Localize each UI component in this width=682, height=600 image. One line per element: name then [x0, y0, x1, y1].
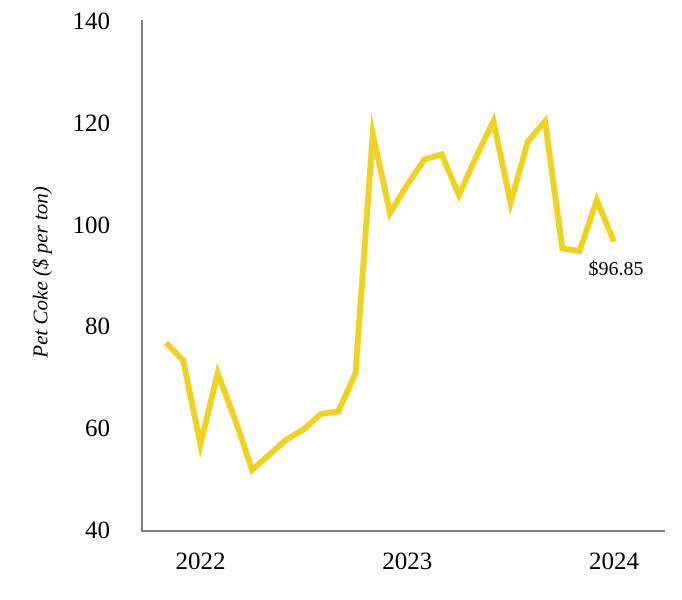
- y-tick-label: 140: [72, 8, 111, 35]
- x-tick-label: 2022: [175, 548, 226, 575]
- price-line: [163, 112, 617, 476]
- y-tick-label: 100: [72, 211, 111, 239]
- y-tick-label: 80: [85, 313, 110, 341]
- x-tick-label: 2024: [589, 548, 639, 575]
- y-tick-label: 40: [85, 517, 110, 544]
- y-tick-label: 120: [72, 109, 111, 137]
- y-tick-label: 60: [85, 415, 110, 443]
- x-tick-label: 2023: [382, 548, 433, 575]
- last-value-annotation: $96.85: [588, 258, 644, 280]
